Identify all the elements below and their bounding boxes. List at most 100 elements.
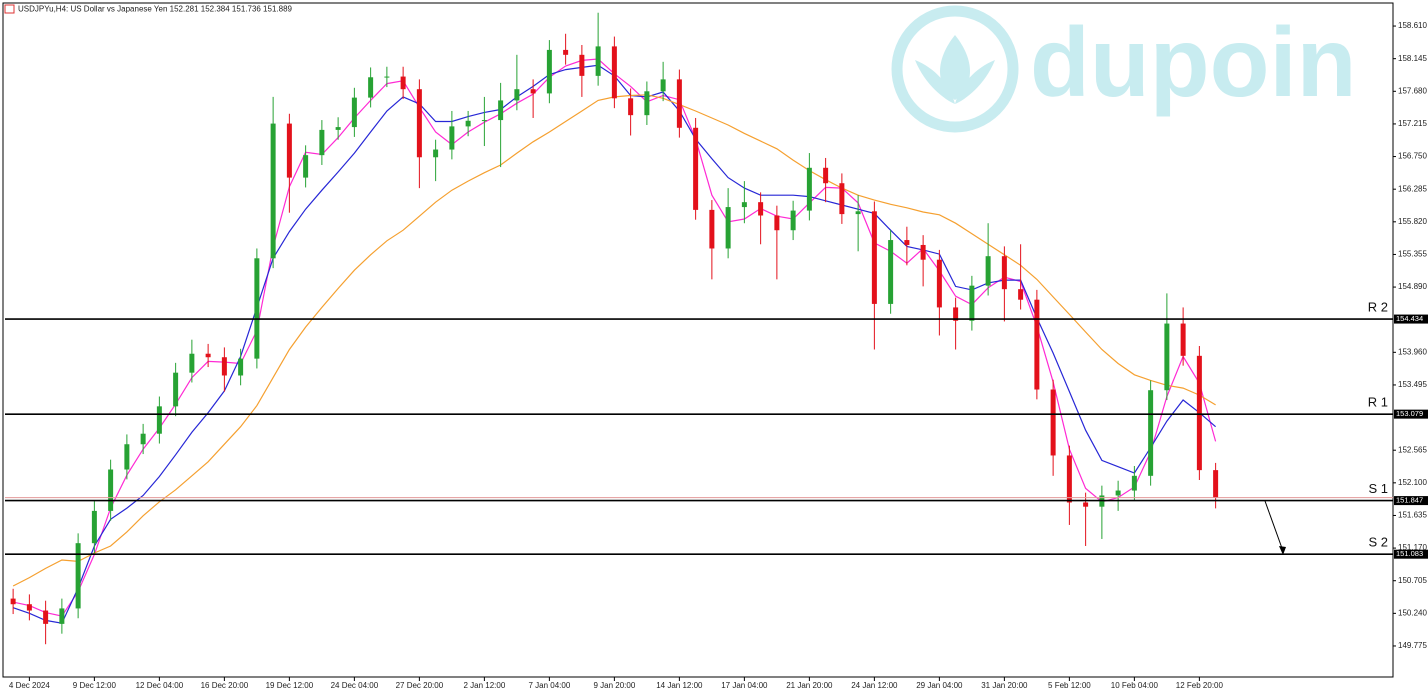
candle-body	[1001, 256, 1007, 290]
y-tick-label: 155.820	[1398, 217, 1427, 226]
y-tick-label: 151.635	[1398, 511, 1427, 520]
candle-body	[579, 54, 585, 76]
candle-body	[1066, 455, 1072, 503]
candle-body	[888, 240, 894, 304]
y-tick-label: 156.285	[1398, 184, 1427, 193]
candle-body	[595, 46, 601, 76]
y-tick-label: 156.750	[1398, 152, 1427, 161]
candle-body	[465, 120, 471, 127]
candle-body	[693, 127, 699, 210]
symbol-icon	[4, 4, 15, 14]
candle-body	[790, 210, 796, 231]
level-price: 151.847	[1396, 496, 1423, 505]
x-tick-label: 12 Feb 20:00	[1176, 681, 1224, 690]
x-tick-label: 5 Feb 12:00	[1048, 681, 1091, 690]
candle-body	[10, 598, 16, 605]
candle-body	[91, 510, 97, 544]
candle-body	[823, 167, 829, 184]
candle-body	[481, 120, 487, 122]
level-label: S 1	[1368, 481, 1388, 496]
plot-frame	[2, 2, 1394, 678]
candle-body	[384, 76, 390, 78]
candle-body	[725, 207, 731, 249]
candle-body	[1115, 490, 1121, 496]
candle-body	[969, 285, 975, 321]
y-tick-label: 152.100	[1398, 478, 1427, 487]
candle-body	[741, 202, 747, 208]
x-tick-label: 9 Dec 12:00	[73, 681, 117, 690]
candle-body	[205, 353, 211, 358]
candle-body	[1148, 390, 1154, 476]
x-tick-label: 19 Dec 12:00	[266, 681, 314, 690]
y-tick-label: 151.170	[1398, 543, 1427, 552]
candle-body	[1196, 355, 1202, 471]
candle-body	[660, 79, 666, 92]
level-price: 154.434	[1396, 314, 1423, 323]
y-tick-label: 153.960	[1398, 347, 1427, 356]
y-tick-label: 149.775	[1398, 641, 1427, 650]
level-price-box	[1394, 409, 1428, 419]
candle-body	[1164, 323, 1170, 391]
candle-body	[855, 211, 861, 215]
candle-body	[286, 123, 292, 178]
candle-body	[449, 126, 455, 150]
candle-body	[904, 240, 910, 245]
candle-body	[563, 49, 569, 55]
level-label: S 2	[1368, 535, 1388, 550]
candle-body	[254, 258, 260, 359]
arrow	[1264, 500, 1286, 555]
candle-body	[433, 149, 439, 158]
y-tick-label: 152.565	[1398, 445, 1427, 454]
candle-body	[806, 167, 812, 211]
candle-body	[189, 353, 195, 373]
candle-body	[156, 406, 162, 434]
y-tick-label: 150.240	[1398, 608, 1427, 617]
watermark-logo	[891, 5, 1019, 133]
candle-body	[774, 215, 780, 231]
candle-body	[514, 89, 520, 101]
candle-body	[546, 49, 552, 94]
candle-body	[124, 444, 130, 470]
level-price: 153.079	[1396, 409, 1423, 418]
candle-body	[416, 89, 422, 158]
candle-body	[238, 358, 244, 376]
candle-body	[1213, 470, 1219, 498]
candle-body	[173, 372, 179, 407]
candle-body	[43, 610, 49, 624]
candle-body	[1034, 299, 1040, 390]
candle-body	[351, 97, 357, 128]
candle-body	[270, 123, 276, 259]
candle-body	[920, 244, 926, 260]
level-price-box	[1394, 496, 1428, 506]
level-label: R 1	[1368, 395, 1388, 410]
candle-body	[953, 307, 959, 321]
y-tick-label: 157.680	[1398, 86, 1427, 95]
candle-body	[140, 433, 146, 445]
candle-body	[758, 202, 764, 216]
x-tick-label: 4 Dec 2024	[9, 681, 50, 690]
candle-body	[530, 89, 536, 94]
candle-body	[1050, 389, 1056, 456]
candle-body	[400, 76, 406, 90]
x-tick-label: 24 Dec 04:00	[331, 681, 379, 690]
candle-body	[985, 256, 991, 286]
level-price-box	[1394, 549, 1428, 559]
candle-body	[59, 608, 65, 624]
candle-body	[676, 79, 682, 128]
candle-body	[1180, 323, 1186, 356]
candle-body	[709, 209, 715, 249]
candle-body	[1083, 502, 1089, 507]
x-tick-label: 2 Jan 12:00	[463, 681, 505, 690]
candle-body	[611, 46, 617, 99]
y-tick-label: 158.145	[1398, 54, 1427, 63]
y-tick-label: 153.495	[1398, 380, 1427, 389]
level-label: R 2	[1368, 300, 1388, 315]
candle-body	[839, 183, 845, 215]
candle-body	[368, 77, 374, 98]
x-tick-label: 9 Jan 20:00	[593, 681, 635, 690]
candle-body	[1018, 289, 1024, 300]
y-tick-label: 154.890	[1398, 282, 1427, 291]
candle-body	[221, 357, 227, 376]
candle-body	[75, 543, 81, 609]
